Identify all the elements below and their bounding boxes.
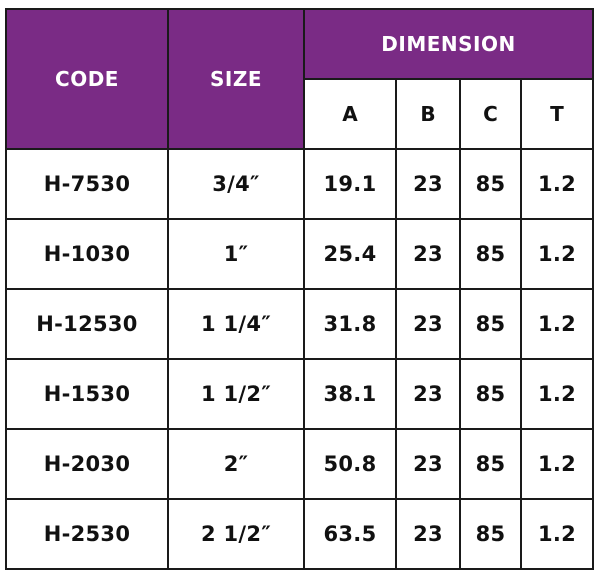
cell-size: 1 1/4″ (167, 288, 305, 360)
cell-c: 85 (459, 358, 522, 430)
cell-t: 1.2 (520, 288, 594, 360)
cell-t: 1.2 (520, 358, 594, 430)
table-body: H-7530 3/4″ 19.1 23 85 1.2 H-1030 1″ 25.… (5, 148, 594, 570)
header-c: C (459, 78, 522, 150)
cell-t: 1.2 (520, 218, 594, 290)
header-b: B (395, 78, 461, 150)
table-row: H-2530 2 1/2″ 63.5 23 85 1.2 (5, 498, 594, 570)
cell-size: 1″ (167, 218, 305, 290)
cell-b: 23 (395, 218, 461, 290)
header-row-top: CODE SIZE DIMENSION (5, 8, 594, 150)
cell-t: 1.2 (520, 428, 594, 500)
header-t: T (520, 78, 594, 150)
cell-c: 85 (459, 218, 522, 290)
cell-t: 1.2 (520, 498, 594, 570)
header-code: CODE (5, 8, 169, 150)
cell-code: H-7530 (5, 148, 169, 220)
cell-c: 85 (459, 148, 522, 220)
cell-code: H-1530 (5, 358, 169, 430)
cell-a: 63.5 (303, 498, 397, 570)
table-row: H-1530 1 1/2″ 38.1 23 85 1.2 (5, 358, 594, 430)
table-row: H-2030 2″ 50.8 23 85 1.2 (5, 428, 594, 500)
cell-size: 1 1/2″ (167, 358, 305, 430)
table-row: H-7530 3/4″ 19.1 23 85 1.2 (5, 148, 594, 220)
table-row: H-12530 1 1/4″ 31.8 23 85 1.2 (5, 288, 594, 360)
cell-b: 23 (395, 498, 461, 570)
cell-size: 3/4″ (167, 148, 305, 220)
cell-b: 23 (395, 288, 461, 360)
cell-code: H-2530 (5, 498, 169, 570)
cell-a: 38.1 (303, 358, 397, 430)
table-row: H-1030 1″ 25.4 23 85 1.2 (5, 218, 594, 290)
table-header: CODE SIZE DIMENSION A B C T (5, 8, 594, 150)
cell-t: 1.2 (520, 148, 594, 220)
header-dimension: DIMENSION (303, 8, 594, 80)
cell-size: 2 1/2″ (167, 498, 305, 570)
cell-code: H-1030 (5, 218, 169, 290)
cell-c: 85 (459, 498, 522, 570)
header-row-sub: A B C T (6, 78, 594, 150)
cell-a: 19.1 (303, 148, 397, 220)
cell-c: 85 (459, 288, 522, 360)
cell-code: H-2030 (5, 428, 169, 500)
cell-a: 25.4 (303, 218, 397, 290)
cell-b: 23 (395, 358, 461, 430)
cell-b: 23 (395, 148, 461, 220)
header-a: A (303, 78, 397, 150)
header-size: SIZE (167, 8, 305, 150)
cell-size: 2″ (167, 428, 305, 500)
cell-code: H-12530 (5, 288, 169, 360)
cell-b: 23 (395, 428, 461, 500)
cell-a: 50.8 (303, 428, 397, 500)
dimension-table: CODE SIZE DIMENSION A B C T H-7530 3/4″ … (5, 8, 594, 570)
cell-a: 31.8 (303, 288, 397, 360)
cell-c: 85 (459, 428, 522, 500)
